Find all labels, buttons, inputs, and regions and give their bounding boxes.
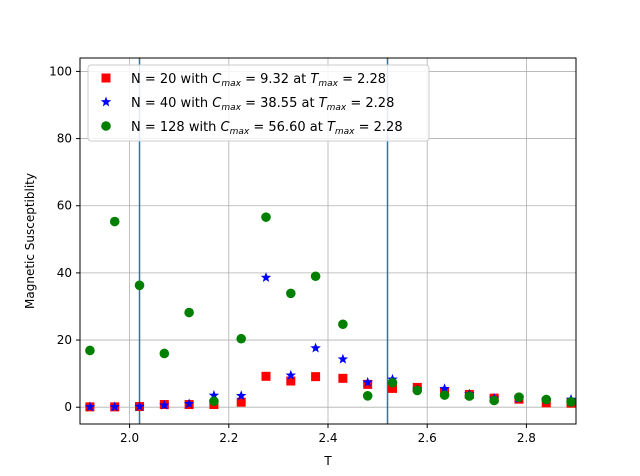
data-point xyxy=(489,395,499,406)
legend-marker xyxy=(100,96,112,107)
y-tick-label: 60 xyxy=(57,199,72,213)
data-point xyxy=(84,401,96,412)
data-point xyxy=(109,216,120,227)
legend-label: N = 128 with Cmax = 56.60 at Tmax = 2.28 xyxy=(131,120,403,137)
data-point xyxy=(236,397,246,407)
y-axis-label: Magnetic Susceptiblity xyxy=(23,173,37,309)
data-point xyxy=(159,399,170,410)
data-point xyxy=(286,376,296,386)
data-point xyxy=(311,372,321,382)
data-points xyxy=(84,212,577,412)
data-point xyxy=(439,383,450,394)
y-tick-label: 100 xyxy=(49,64,72,78)
x-tick-label: 2.4 xyxy=(318,431,337,445)
data-point xyxy=(134,280,145,291)
x-tick-label: 2.0 xyxy=(120,431,139,445)
data-point xyxy=(464,391,475,401)
data-point xyxy=(109,401,120,412)
data-point xyxy=(285,369,297,380)
legend-label: N = 40 with Cmax = 38.55 at Tmax = 2.28 xyxy=(131,96,394,113)
data-point xyxy=(261,371,271,381)
data-point xyxy=(310,342,321,353)
data-point xyxy=(338,373,348,383)
data-point xyxy=(362,376,373,387)
data-point xyxy=(514,392,524,402)
x-tick-label: 2.2 xyxy=(219,431,238,445)
legend-marker xyxy=(101,121,111,131)
data-point xyxy=(209,396,219,406)
x-axis-label: T xyxy=(323,454,332,468)
data-point xyxy=(412,385,423,396)
data-point xyxy=(439,390,450,400)
data-point xyxy=(337,353,349,364)
legend-label: N = 20 with Cmax = 9.32 at Tmax = 2.28 xyxy=(131,72,386,89)
x-axis-ticks: 2.0 2.2 2.4 2.6 2.8 xyxy=(120,424,536,445)
data-point xyxy=(208,389,220,400)
data-point xyxy=(260,272,272,283)
data-point xyxy=(338,319,348,330)
data-point xyxy=(541,394,552,405)
x-tick-label: 2.6 xyxy=(418,431,437,445)
series-3-points xyxy=(85,212,576,407)
y-tick-label: 40 xyxy=(57,266,72,280)
data-point xyxy=(387,383,397,393)
y-tick-label: 80 xyxy=(57,132,72,146)
legend-marker xyxy=(101,73,111,83)
y-tick-label: 20 xyxy=(57,333,72,347)
data-point xyxy=(159,348,170,359)
data-point xyxy=(183,398,195,409)
legend-box xyxy=(87,64,430,142)
data-point xyxy=(566,397,576,407)
y-axis-ticks: 0 20 40 60 80 100 xyxy=(49,64,80,414)
legend: N = 20 with Cmax = 9.32 at Tmax = 2.28 N … xyxy=(87,64,430,142)
data-point xyxy=(236,333,246,344)
data-point xyxy=(310,271,321,282)
data-point xyxy=(261,212,271,222)
data-point xyxy=(85,345,95,356)
data-point xyxy=(286,288,296,299)
x-tick-label: 2.8 xyxy=(517,431,536,445)
data-point xyxy=(362,390,373,401)
y-tick-label: 0 xyxy=(64,400,72,414)
data-point xyxy=(235,390,247,401)
data-point xyxy=(387,377,398,388)
data-point xyxy=(134,401,145,411)
data-point xyxy=(184,307,194,318)
